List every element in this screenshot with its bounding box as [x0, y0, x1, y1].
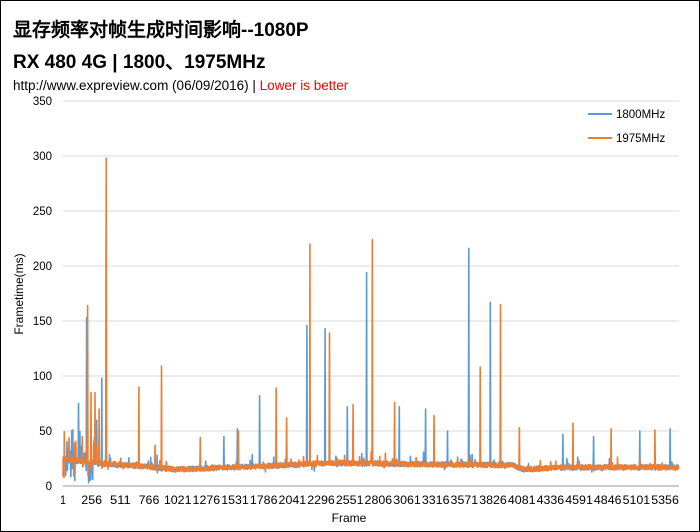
- legend-label: 1800MHz: [616, 109, 665, 121]
- y-tick-label: 50: [39, 426, 52, 438]
- x-tick-label: 2296: [307, 495, 335, 507]
- y-tick-label: 0: [46, 481, 52, 493]
- x-tick-label: 3061: [393, 495, 421, 507]
- chart-title: 显存频率对帧生成时间影响--1080P: [13, 20, 309, 41]
- y-tick-label: 350: [33, 96, 52, 108]
- x-tick-label: 3316: [422, 495, 450, 507]
- x-tick-label: 1: [60, 495, 66, 507]
- y-axis-title: Frametime(ms): [12, 253, 26, 334]
- x-tick-label: 511: [110, 495, 131, 507]
- x-tick-label: 766: [139, 495, 160, 507]
- x-tick-label: 4336: [537, 495, 565, 507]
- x-tick-label: 3826: [479, 495, 507, 507]
- x-tick-label: 4591: [565, 495, 593, 507]
- x-tick-label: 1276: [193, 495, 221, 507]
- x-tick-label: 4081: [508, 495, 536, 507]
- separator: |: [252, 78, 256, 93]
- chart-subtitle: RX 480 4G | 1800、1975MHz: [13, 52, 266, 73]
- x-tick-label: 256: [81, 495, 102, 507]
- x-tick-label: 2806: [365, 495, 393, 507]
- lower-is-better-note: Lower is better: [259, 78, 349, 93]
- source-link: http://www.expreview.com (06/09/2016): [13, 78, 249, 93]
- x-tick-label: 2551: [336, 495, 364, 507]
- x-tick-label: 1021: [164, 495, 192, 507]
- x-tick-label: 2041: [279, 495, 307, 507]
- x-axis-title: Frame: [332, 511, 367, 525]
- x-tick-label: 5356: [651, 495, 679, 507]
- x-tick-label: 1786: [250, 495, 278, 507]
- x-tick-label: 1531: [221, 495, 249, 507]
- y-tick-label: 150: [33, 316, 52, 328]
- legend-label: 1975MHz: [616, 133, 665, 145]
- y-tick-label: 250: [33, 206, 52, 218]
- chart-source-line: http://www.expreview.com (06/09/2016) | …: [13, 78, 348, 93]
- x-tick-label: 5101: [623, 495, 651, 507]
- x-tick-label: 3571: [451, 495, 479, 507]
- y-tick-label: 200: [33, 261, 52, 273]
- x-tick-label: 4846: [594, 495, 622, 507]
- series-line-1975mhz: [62, 157, 680, 479]
- y-tick-label: 100: [33, 371, 52, 383]
- y-tick-label: 300: [33, 151, 52, 163]
